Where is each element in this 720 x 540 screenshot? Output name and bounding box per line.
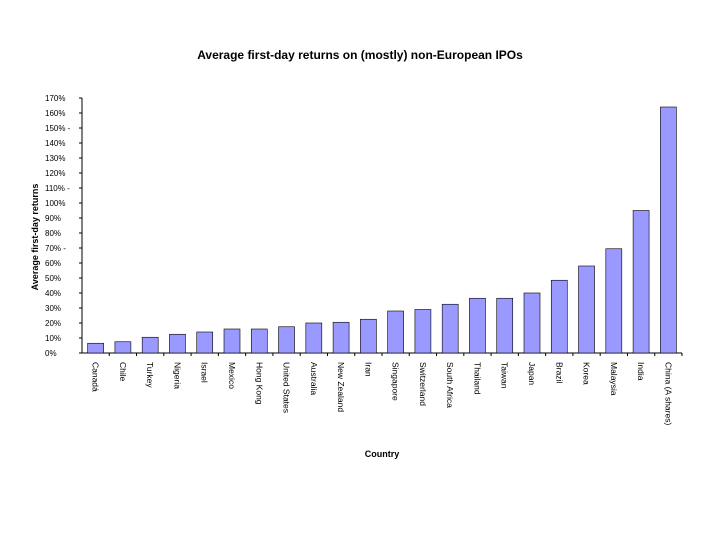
x-tick-label: United States [282, 362, 292, 413]
x-tick-label: Mexico [227, 362, 237, 389]
x-tick-label: Malaysia [609, 362, 619, 396]
y-tick-label: 20% [45, 319, 61, 328]
x-tick-label: Brazil [554, 362, 564, 383]
y-tick-label: 40% [45, 289, 61, 298]
bar [114, 341, 132, 354]
bar [632, 210, 650, 354]
y-tick-label: 30% [45, 304, 61, 313]
x-tick-label: Canadá [91, 362, 101, 392]
bar [441, 303, 459, 354]
y-tick-label: 130% [45, 154, 65, 163]
bar [223, 328, 241, 354]
y-tick-label: 120% [45, 169, 65, 178]
bar [141, 336, 159, 354]
y-tick-label: 50% [45, 274, 61, 283]
bar [605, 248, 623, 354]
x-tick-label: Australia [309, 362, 319, 395]
bar [305, 322, 323, 354]
x-tick-label: Hong Kong [254, 362, 264, 405]
x-tick-label: New Zealand [336, 362, 346, 412]
bar [196, 331, 214, 354]
bar [332, 321, 350, 354]
y-tick-label: 140% [45, 139, 65, 148]
x-tick-label: Korea [582, 362, 592, 385]
bar [360, 318, 377, 354]
x-tick-label: Nigeria [172, 362, 182, 389]
x-tick-label: Thailand [472, 362, 482, 395]
bar [550, 279, 568, 354]
y-tick-label: 100% [45, 199, 65, 208]
bar [387, 310, 404, 354]
y-tick-label: 110% - [45, 184, 70, 193]
y-tick-label: 170% [45, 94, 65, 103]
y-tick-label: 60% [45, 259, 61, 268]
y-tick-label: 90% [45, 214, 61, 223]
chart-title: Average first-day returns on (mostly) no… [197, 48, 523, 62]
x-tick-label: Israel [200, 362, 210, 383]
x-tick-label: Switzerland [418, 362, 428, 406]
bar [660, 106, 677, 354]
bar [169, 333, 186, 354]
bar [87, 342, 104, 354]
y-tick-label: 80% [45, 229, 61, 238]
x-tick-label: South Africa [445, 362, 455, 408]
x-tick-label: Japan [527, 362, 537, 385]
bar [250, 328, 268, 354]
y-tick-label: 150% - [45, 124, 71, 133]
y-tick-label: 0% [45, 349, 57, 358]
y-tick-label: 70% - [45, 244, 66, 253]
y-tick-label: 10% [45, 334, 61, 343]
y-tick-label: 160% [45, 109, 65, 118]
x-tick-label: India [636, 362, 646, 381]
bar [278, 326, 295, 354]
x-tick-label: Chile [118, 362, 128, 382]
bar [523, 292, 541, 354]
x-tick-label: Iran [363, 362, 373, 377]
bar [469, 297, 486, 354]
bar [578, 265, 595, 354]
x-axis-label: Country [364, 449, 400, 459]
bar [414, 309, 432, 354]
x-tick-label: Singapore [391, 362, 401, 401]
bar [496, 297, 514, 354]
x-tick-label: Turkey [145, 362, 155, 388]
x-tick-label: China (A shares) [663, 362, 673, 425]
x-tick-label: Taiwan [500, 362, 510, 389]
